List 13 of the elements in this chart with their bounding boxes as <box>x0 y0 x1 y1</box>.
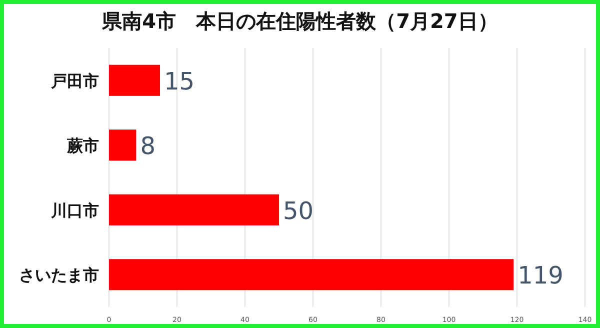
data-label: 15 <box>164 67 195 96</box>
data-label: 50 <box>283 196 314 225</box>
bar <box>109 259 514 290</box>
data-label: 119 <box>518 262 564 290</box>
y-tick-label: さいたま市 <box>19 266 99 285</box>
y-tick-label: 戸田市 <box>50 71 99 90</box>
bar <box>109 64 160 96</box>
chart-title: 県南4市 本日の在住陽性者数（7月27日） <box>101 9 498 33</box>
bar <box>109 130 136 161</box>
y-tick-label: 川口市 <box>50 200 99 220</box>
data-label: 8 <box>140 132 156 160</box>
bar <box>109 194 279 226</box>
y-tick-label: 蕨市 <box>66 136 99 156</box>
